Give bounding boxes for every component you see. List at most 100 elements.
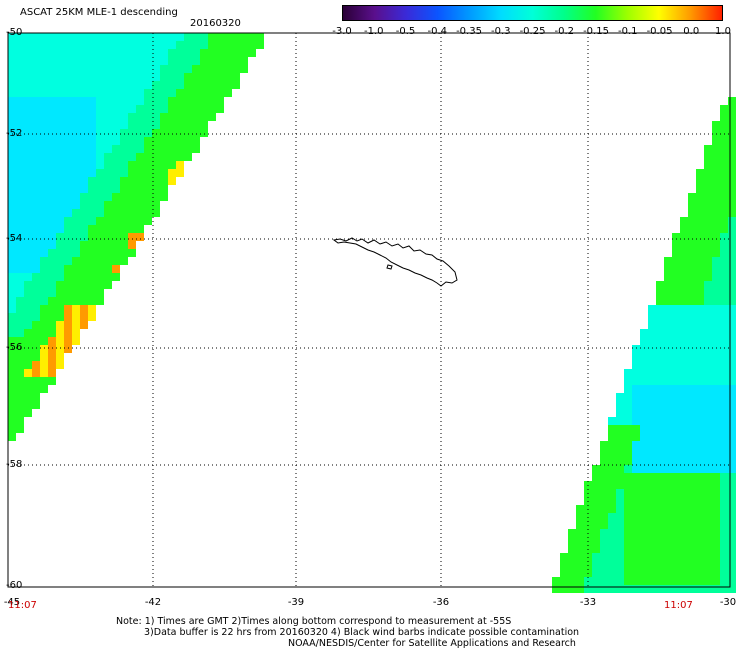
swath-cell [32, 105, 40, 113]
swath-cell [16, 65, 24, 73]
swath-cell [656, 473, 664, 481]
swath-cell [616, 393, 624, 401]
swath-cell [680, 449, 688, 457]
swath-cell [216, 73, 224, 81]
swath-cell [688, 209, 696, 217]
swath-cell [48, 129, 56, 137]
swath-cell [688, 409, 696, 417]
swath-cell [48, 113, 56, 121]
swath-cell [16, 41, 24, 49]
swath-cell [144, 185, 152, 193]
swath-cell [40, 345, 48, 353]
swath-cell [176, 137, 184, 145]
map-title: ASCAT 25KM MLE-1 descending [20, 7, 178, 18]
swath-cell [704, 289, 712, 297]
swath-cell [56, 129, 64, 137]
swath-cell [696, 505, 704, 513]
swath-cell [136, 225, 144, 233]
swath-cell [712, 369, 720, 377]
swath-cell [728, 553, 736, 561]
swath-cell [624, 449, 632, 457]
swath-cell [8, 353, 16, 361]
swath-cell [88, 33, 96, 41]
swath-cell [48, 81, 56, 89]
swath-cell [656, 441, 664, 449]
swath-cell [88, 105, 96, 113]
swath-cell [16, 185, 24, 193]
swath-cell [224, 57, 232, 65]
swath-cell [16, 273, 24, 281]
colorbar-tick-label: -0.1 [617, 26, 638, 37]
swath-cell [40, 57, 48, 65]
swath-cell [136, 145, 144, 153]
swath-cell [208, 57, 216, 65]
swath-cell [16, 417, 24, 425]
swath-cell [128, 241, 136, 249]
swath-cell [112, 201, 120, 209]
swath-cell [640, 545, 648, 553]
swath-cell [160, 81, 168, 89]
swath-cell [688, 337, 696, 345]
swath-cell [88, 161, 96, 169]
swath-cell [16, 249, 24, 257]
swath-cell [600, 457, 608, 465]
swath-cell [120, 257, 128, 265]
swath-cell [56, 81, 64, 89]
swath-cell [8, 217, 16, 225]
swath-cell [648, 521, 656, 529]
swath-cell [8, 265, 16, 273]
swath-cell [184, 73, 192, 81]
swath-cell [728, 217, 736, 225]
swath-cell [640, 425, 648, 433]
swath-cell [720, 425, 728, 433]
swath-cell [64, 177, 72, 185]
swath-cell [40, 193, 48, 201]
swath-cell [712, 441, 720, 449]
swath-cell [72, 65, 80, 73]
swath-cell [616, 545, 624, 553]
swath-cell [32, 209, 40, 217]
swath-cell [608, 513, 616, 521]
swath-cell [16, 129, 24, 137]
swath-cell [632, 385, 640, 393]
swath-cell [32, 129, 40, 137]
swath-cell [88, 273, 96, 281]
swath-cell [24, 241, 32, 249]
swath-cell [696, 265, 704, 273]
swath-cell [720, 377, 728, 385]
swath-cell [728, 473, 736, 481]
swath-cell [664, 297, 672, 305]
swath-cell [32, 33, 40, 41]
swath-cell [96, 273, 104, 281]
swath-cell [704, 401, 712, 409]
colorbar-tick-label: -0.25 [519, 26, 546, 37]
swath-cell [136, 201, 144, 209]
swath-cell [672, 313, 680, 321]
swath-cell [704, 569, 712, 577]
swath-cell [224, 33, 232, 41]
swath-cell [64, 65, 72, 73]
swath-cell [56, 57, 64, 65]
swath-cell [208, 41, 216, 49]
swath-cell [120, 97, 128, 105]
swath-cell [624, 377, 632, 385]
swath-cell [104, 137, 112, 145]
swath-cell [648, 425, 656, 433]
swath-cell [56, 185, 64, 193]
swath-cell [672, 577, 680, 585]
left-swath [8, 33, 264, 441]
swath-cell [88, 193, 96, 201]
swath-cell [688, 417, 696, 425]
swath-cell [728, 369, 736, 377]
swath-cell [656, 361, 664, 369]
swath-cell [144, 145, 152, 153]
swath-cell [56, 113, 64, 121]
swath-cell [32, 377, 40, 385]
swath-cell [680, 353, 688, 361]
swath-cell [696, 465, 704, 473]
swath-cell [96, 281, 104, 289]
swath-cell [680, 513, 688, 521]
swath-cell [232, 49, 240, 57]
colorbar-tick-labels: -3.0 -1.0 -0.5 -0.4 -0.35 -0.3 -0.25 -0.2 -0.15-… [330, 26, 735, 38]
swath-cell [704, 185, 712, 193]
